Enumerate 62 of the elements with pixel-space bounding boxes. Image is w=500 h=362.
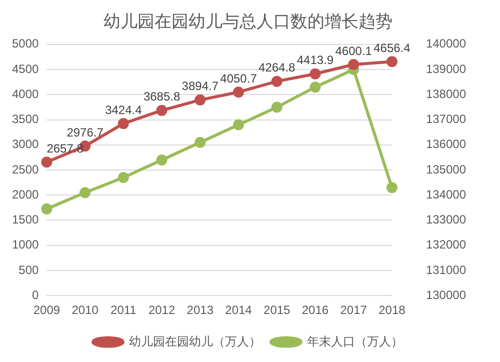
data-label: 3424.4 [105, 102, 142, 117]
y-tick-label: 2500 [12, 162, 40, 176]
y-tick-label: 500 [18, 262, 40, 277]
point [118, 118, 129, 130]
point [233, 119, 244, 130]
x-tick-label: 2016 [302, 303, 329, 318]
point [386, 56, 398, 68]
point [80, 187, 91, 198]
x-tick-label: 2011 [110, 303, 137, 318]
y-tick-label: 4000 [12, 86, 40, 101]
y-tick-label: 3000 [12, 137, 40, 152]
y2-tick-label: 138000 [426, 86, 466, 101]
y-tick-label: 5000 [12, 36, 40, 51]
legend-label: 年末人口（万人） [307, 334, 403, 348]
point [310, 68, 321, 80]
x-tick-label: 2015 [264, 303, 291, 318]
x-tick-label: 2017 [340, 303, 368, 318]
data-label: 3894.7 [182, 79, 219, 94]
y2-tick-label: 133000 [426, 212, 466, 227]
y2-tick-label: 135000 [426, 162, 466, 176]
data-label: 2976.7 [66, 125, 104, 140]
x-tick-label: 2013 [186, 303, 214, 318]
y2-tick-label: 134000 [426, 187, 466, 202]
point [271, 76, 282, 87]
y-tick-label: 2000 [12, 187, 40, 202]
y2-tick-label: 136000 [426, 137, 466, 152]
x-tick-label: 2012 [148, 303, 176, 318]
point [156, 104, 168, 116]
point [156, 154, 168, 166]
point [233, 86, 244, 98]
y2-tick-label: 139000 [426, 62, 466, 76]
point [348, 58, 360, 70]
y2-tick-label: 137000 [426, 112, 466, 126]
y2-tick-label: 131000 [426, 262, 466, 277]
point [386, 182, 398, 194]
data-label: 3685.8 [143, 90, 180, 104]
point [271, 102, 282, 113]
y-tick-label: 0 [32, 288, 40, 302]
x-tick-label: 2018 [378, 303, 406, 318]
y-tick-label: 3500 [12, 112, 40, 126]
y-tick-label: 1000 [12, 238, 40, 252]
y2-tick-label: 140000 [426, 36, 466, 51]
data-label: 4050.7 [220, 71, 258, 86]
data-label: 4600.1 [335, 44, 372, 58]
point [41, 156, 52, 168]
y-tick-label: 1500 [12, 212, 40, 227]
data-label: 4264.8 [258, 60, 296, 75]
point [194, 136, 206, 148]
data-label: 4656.4 [374, 40, 411, 55]
y-tick-label: 4500 [12, 62, 40, 76]
data-label: 4413.9 [296, 53, 334, 68]
x-tick-label: 2010 [72, 303, 99, 318]
y2-tick-label: 130000 [426, 288, 466, 302]
point [310, 82, 321, 93]
chart-title: 幼儿园在园幼儿与总人口数的增长趋势 [104, 12, 392, 31]
y2-tick-label: 132000 [426, 238, 466, 252]
x-tick-label: 2009 [33, 303, 60, 318]
legend-label: 幼儿园在园幼儿（万人） [129, 334, 261, 348]
point [118, 172, 129, 184]
x-tick-label: 2014 [225, 303, 252, 318]
point [194, 94, 206, 106]
point [41, 203, 52, 214]
